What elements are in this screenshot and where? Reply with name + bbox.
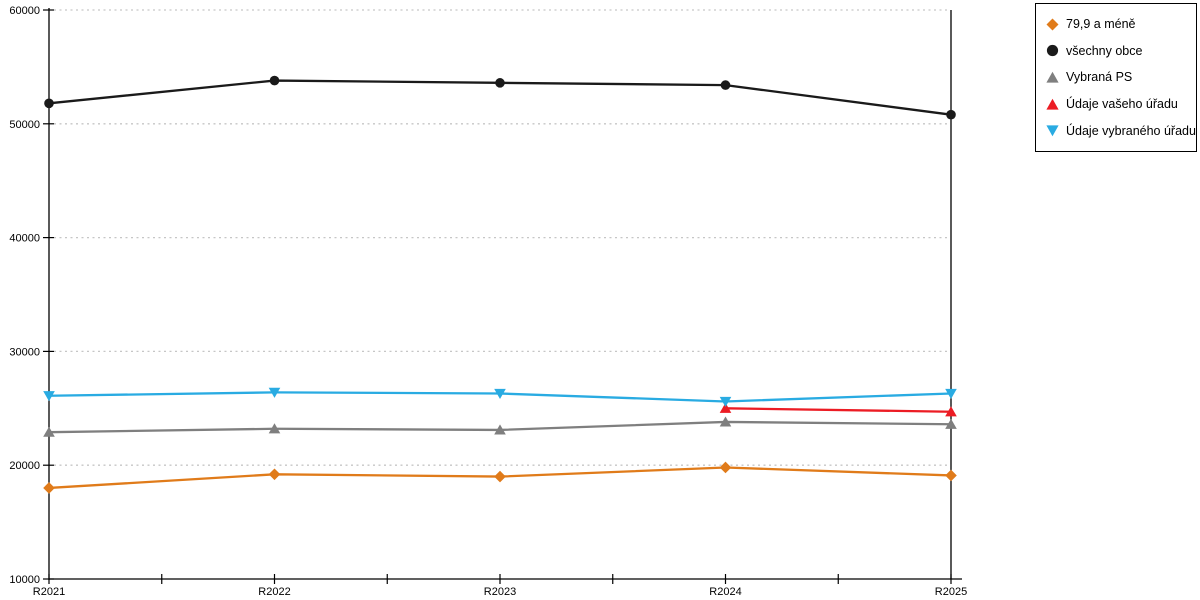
data-point-marker (494, 424, 506, 435)
data-point-marker (495, 78, 505, 88)
data-point-marker (43, 391, 55, 402)
data-point-marker (44, 98, 54, 109)
x-axis-tick-label: R2023 (484, 586, 516, 598)
data-point-marker (494, 388, 506, 400)
x-axis-tick-label: R2025 (935, 586, 967, 598)
data-point-marker (945, 406, 957, 417)
legend-item-label: Údaje vašeho úřadu (1066, 97, 1178, 112)
data-point-marker (269, 75, 280, 86)
data-point-marker (720, 80, 731, 90)
data-point-marker (945, 418, 957, 429)
y-axis-tick-label: 20000 (9, 460, 40, 472)
data-point-marker (43, 482, 55, 494)
legend-item-label: Údaje vybraného úřadu (1066, 123, 1196, 138)
data-point-marker (494, 470, 506, 483)
data-point-marker (719, 416, 732, 427)
data-point-marker (719, 396, 732, 407)
data-point-marker (945, 388, 957, 400)
legend-item: všechny obce (1046, 44, 1192, 58)
legend: 79,9 a méně všechny obce Vybraná PS Údaje v… (1035, 3, 1197, 152)
legend-item-label: všechny obce (1066, 43, 1143, 58)
triangle-up-legend-marker-icon (1046, 98, 1059, 110)
y-axis-tick-label: 60000 (9, 5, 40, 17)
triangle-down-legend-marker-icon (1046, 125, 1059, 137)
legend-item-label: 79,9 a méně (1066, 17, 1136, 32)
legend-item: Údaje vybraného úřadu (1046, 124, 1196, 138)
legend-item: Vybraná PS (1046, 70, 1192, 84)
data-point-marker (719, 461, 732, 474)
data-point-marker (946, 109, 956, 120)
diamond-legend-marker-icon (1046, 18, 1059, 31)
x-axis-tick-label: R2022 (258, 586, 290, 598)
y-axis-tick-label: 30000 (9, 346, 40, 358)
triangle-up-legend-marker-icon (1046, 71, 1059, 83)
y-axis-tick-label: 10000 (9, 574, 40, 586)
data-point-marker (945, 469, 957, 482)
x-axis-tick-label: R2024 (709, 586, 741, 598)
data-point-marker (268, 387, 281, 398)
series-line (725, 407, 952, 413)
legend-item: 79,9 a méně (1046, 17, 1192, 31)
data-point-marker (719, 402, 732, 413)
data-point-marker (43, 426, 55, 437)
circle-legend-marker-icon (1046, 45, 1059, 57)
legend-item-label: Vybraná PS (1066, 70, 1133, 85)
legend-item: Údaje vašeho úřadu (1046, 97, 1192, 111)
x-axis-tick-label: R2021 (33, 586, 65, 598)
y-axis-tick-label: 40000 (9, 233, 40, 245)
data-point-marker (268, 423, 281, 434)
data-point-marker (268, 468, 281, 481)
y-axis-tick-label: 50000 (9, 119, 40, 131)
